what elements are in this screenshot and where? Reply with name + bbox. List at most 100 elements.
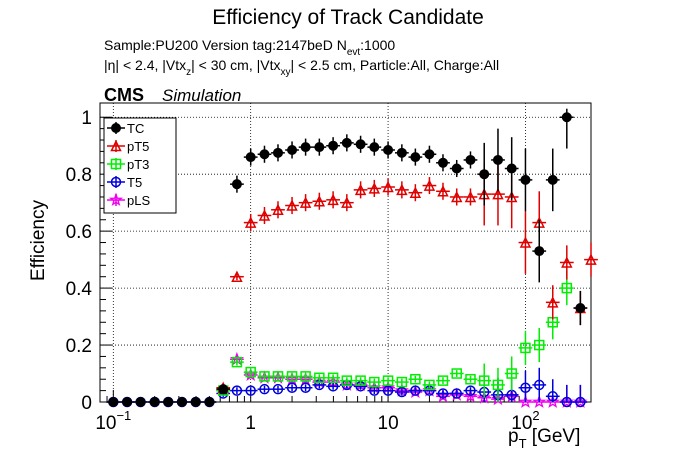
data-point — [478, 375, 490, 386]
data-point — [547, 174, 558, 185]
data-point — [575, 303, 586, 314]
data-point — [520, 382, 531, 394]
data-point — [231, 270, 243, 282]
data-point — [532, 394, 547, 408]
data-point — [520, 342, 531, 354]
data-point — [231, 356, 243, 368]
data-point — [245, 366, 256, 378]
data-point — [561, 396, 573, 408]
data-point — [299, 196, 312, 208]
data-point — [245, 152, 256, 163]
data-point — [410, 373, 421, 385]
data-point — [547, 391, 558, 402]
data-point — [218, 384, 229, 395]
legend-marker — [111, 123, 121, 133]
series-pt3 — [216, 271, 574, 402]
data-point — [396, 376, 408, 388]
data-point — [437, 185, 449, 197]
y-axis-title: Efficiency — [28, 200, 49, 281]
data-point — [272, 203, 284, 216]
series-pt5 — [216, 162, 598, 394]
data-point — [369, 376, 380, 388]
data-point — [396, 386, 408, 398]
data-point — [382, 385, 394, 396]
legend-label: pLS — [127, 193, 150, 208]
data-point — [575, 396, 586, 408]
data-point — [492, 187, 504, 200]
data-point — [272, 371, 284, 382]
data-point — [451, 190, 463, 203]
cms-label: CMS — [104, 85, 144, 105]
data-point — [451, 368, 462, 379]
data-point — [135, 397, 146, 407]
data-point — [314, 372, 325, 384]
y-tick-label: 1 — [81, 108, 92, 129]
data-point — [437, 375, 449, 386]
data-point — [176, 397, 187, 407]
data-point — [204, 397, 215, 407]
legend-marker — [110, 176, 122, 188]
data-point — [258, 209, 271, 221]
data-point — [410, 385, 421, 396]
data-point — [465, 373, 476, 385]
legend-marker — [108, 192, 124, 206]
legend-label: TC — [127, 121, 144, 136]
data-point — [163, 397, 174, 407]
data-point — [437, 157, 448, 168]
data-point — [506, 368, 517, 379]
data-point — [465, 385, 476, 396]
data-point — [259, 383, 270, 395]
data-point — [341, 375, 353, 386]
data-point — [451, 388, 462, 399]
y-tick-label: 0.2 — [66, 336, 92, 357]
data-point — [369, 142, 380, 153]
data-point — [505, 190, 518, 203]
data-point — [259, 149, 270, 160]
data-point — [314, 142, 325, 153]
x-axis-title: pT [GeV] — [508, 426, 580, 451]
data-point — [368, 182, 381, 194]
y-tick-label: 0 — [81, 393, 92, 414]
data-point — [286, 199, 298, 211]
data-point — [328, 140, 339, 151]
data-point — [327, 193, 339, 206]
data-point — [396, 147, 407, 158]
data-point — [409, 186, 422, 198]
chart-title: Efficiency of Track Candidate — [212, 6, 484, 29]
data-point — [327, 372, 339, 384]
data-point — [547, 296, 559, 308]
data-point — [561, 282, 573, 294]
data-point — [451, 163, 462, 174]
data-point — [272, 147, 283, 158]
data-point — [437, 388, 449, 399]
data-point — [122, 397, 133, 407]
data-point — [410, 152, 421, 163]
x-tick-label: 10 — [378, 413, 399, 434]
data-point — [520, 174, 531, 185]
data-point — [287, 144, 298, 155]
data-point — [424, 149, 435, 160]
data-point — [533, 339, 545, 351]
data-point — [545, 394, 560, 408]
axes-layer: 0 0.2 0.4 0.6 0.8 1 10−1 1 10 102 — [66, 102, 592, 434]
data-point — [300, 142, 311, 153]
data-point — [382, 180, 394, 193]
x-tick-label: 10−1 — [95, 408, 131, 434]
y-tick-label: 0.8 — [66, 165, 92, 186]
data-point — [245, 385, 256, 396]
sample-info: Sample:PU200 Version tag:2147beD Nevt:10… — [104, 37, 395, 58]
data-point — [354, 183, 367, 196]
data-point — [382, 375, 394, 386]
selection-cuts: |η| < 2.4, |Vtxz| < 30 cm, |Vtxxy| < 2.5… — [104, 57, 499, 78]
x-tick-label: 102 — [511, 408, 539, 434]
data-point — [259, 371, 270, 382]
data-point — [423, 179, 436, 191]
data-point — [464, 190, 477, 203]
y-tick-label: 0.6 — [66, 222, 92, 243]
y-tick-label: 0.4 — [66, 279, 93, 300]
data-point — [355, 139, 366, 150]
data-point — [533, 379, 545, 391]
data-point — [300, 382, 311, 394]
data-point — [424, 379, 435, 391]
